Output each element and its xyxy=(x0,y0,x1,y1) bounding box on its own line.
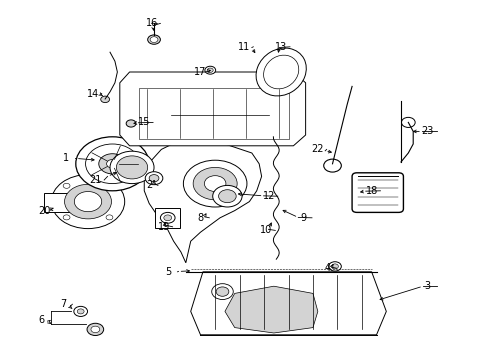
Text: 21: 21 xyxy=(89,175,102,185)
Circle shape xyxy=(212,185,242,207)
Circle shape xyxy=(150,37,158,42)
Polygon shape xyxy=(224,286,317,333)
Circle shape xyxy=(74,192,102,212)
Circle shape xyxy=(145,172,163,185)
Circle shape xyxy=(207,68,213,72)
Circle shape xyxy=(64,184,111,219)
Text: 7: 7 xyxy=(61,299,66,309)
Text: 12: 12 xyxy=(262,191,275,201)
Circle shape xyxy=(163,215,171,221)
Polygon shape xyxy=(120,72,305,146)
Polygon shape xyxy=(144,139,261,263)
Text: 5: 5 xyxy=(165,267,171,277)
Circle shape xyxy=(101,96,109,103)
Circle shape xyxy=(204,176,225,192)
Text: 13: 13 xyxy=(274,42,287,52)
Text: 2: 2 xyxy=(146,180,152,190)
Circle shape xyxy=(63,183,70,188)
Text: 22: 22 xyxy=(311,144,324,154)
Circle shape xyxy=(76,137,149,191)
Circle shape xyxy=(77,309,84,314)
FancyBboxPatch shape xyxy=(351,173,403,212)
Polygon shape xyxy=(139,88,288,139)
Circle shape xyxy=(204,66,215,74)
FancyBboxPatch shape xyxy=(44,193,78,212)
Text: 19: 19 xyxy=(157,222,170,232)
Ellipse shape xyxy=(256,48,305,96)
Text: 8: 8 xyxy=(197,213,203,223)
Circle shape xyxy=(106,215,113,220)
Text: 15: 15 xyxy=(138,117,150,127)
Circle shape xyxy=(51,175,124,229)
Circle shape xyxy=(331,264,338,269)
Circle shape xyxy=(328,262,341,271)
Circle shape xyxy=(85,144,139,184)
Circle shape xyxy=(160,212,175,223)
FancyBboxPatch shape xyxy=(155,208,180,228)
Circle shape xyxy=(99,154,126,174)
Circle shape xyxy=(74,306,87,316)
Text: 1: 1 xyxy=(63,153,69,163)
Text: 17: 17 xyxy=(194,67,206,77)
Text: 14: 14 xyxy=(86,89,99,99)
Text: 10: 10 xyxy=(260,225,272,235)
Circle shape xyxy=(401,117,414,127)
Text: 6: 6 xyxy=(39,315,44,325)
Circle shape xyxy=(87,323,103,336)
Circle shape xyxy=(149,175,159,182)
Circle shape xyxy=(193,167,237,200)
Circle shape xyxy=(216,287,228,296)
Text: 3: 3 xyxy=(424,281,430,291)
Circle shape xyxy=(218,190,236,203)
Circle shape xyxy=(106,159,118,168)
Text: 9: 9 xyxy=(300,213,305,223)
Text: 23: 23 xyxy=(421,126,433,136)
Text: 16: 16 xyxy=(145,18,158,28)
Circle shape xyxy=(126,120,136,127)
Text: 11: 11 xyxy=(238,42,250,52)
Text: 18: 18 xyxy=(365,186,377,196)
Circle shape xyxy=(323,159,341,172)
Circle shape xyxy=(106,183,113,188)
Circle shape xyxy=(91,326,100,333)
Text: 4: 4 xyxy=(324,263,330,273)
Circle shape xyxy=(63,215,70,220)
Circle shape xyxy=(147,35,160,44)
Polygon shape xyxy=(190,272,386,335)
Ellipse shape xyxy=(263,55,298,89)
Circle shape xyxy=(110,151,154,184)
Circle shape xyxy=(183,160,246,207)
Circle shape xyxy=(116,156,147,179)
Circle shape xyxy=(211,284,233,300)
Text: 20: 20 xyxy=(38,206,50,216)
